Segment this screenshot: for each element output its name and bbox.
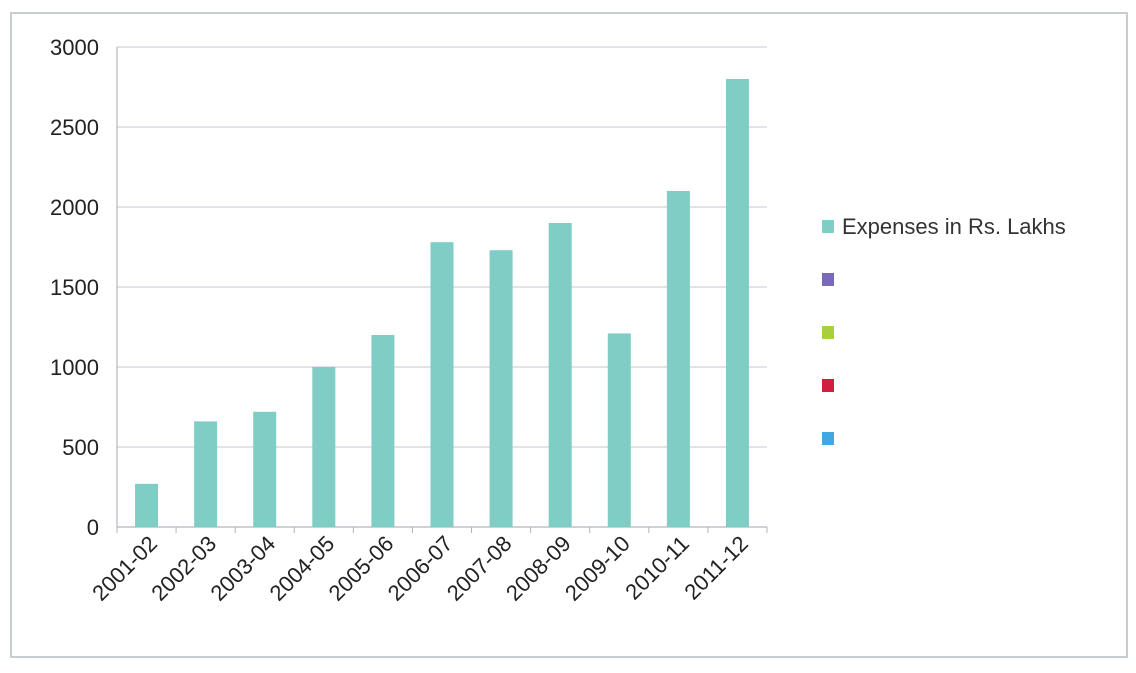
bar bbox=[725, 79, 749, 527]
bar bbox=[194, 421, 218, 527]
x-tick-label: 2009-10 bbox=[560, 531, 635, 606]
legend-swatch bbox=[822, 220, 834, 233]
legend-swatch bbox=[822, 432, 834, 445]
bar bbox=[312, 367, 336, 527]
x-tick-label: 2004-05 bbox=[265, 531, 340, 606]
legend-swatch bbox=[822, 326, 834, 339]
y-tick-label: 2500 bbox=[50, 115, 99, 140]
legend-label: Expenses in Rs. Lakhs bbox=[842, 214, 1066, 239]
bar bbox=[253, 411, 277, 527]
x-tick-label: 2011-12 bbox=[679, 531, 753, 605]
y-axis-ticks: 0 500 1000 1500 2000 2500 3000 bbox=[50, 35, 99, 540]
bar bbox=[371, 335, 395, 527]
bars bbox=[135, 79, 749, 527]
y-tick-label: 3000 bbox=[50, 35, 99, 60]
bar bbox=[666, 191, 690, 527]
legend-swatch bbox=[822, 379, 834, 392]
y-tick-label: 500 bbox=[62, 435, 99, 460]
bar bbox=[135, 483, 159, 527]
y-tick-label: 1000 bbox=[50, 355, 99, 380]
x-tick-label: 2006-07 bbox=[383, 531, 458, 606]
x-tick-label: 2007-08 bbox=[442, 531, 517, 606]
y-tick-label: 1500 bbox=[50, 275, 99, 300]
x-tick-label: 2005-06 bbox=[324, 531, 399, 606]
chart-frame: 0 500 1000 1500 2000 2500 3000 2001-02 2002-03 2… bbox=[10, 12, 1128, 658]
x-tick-label: 2003-04 bbox=[205, 531, 280, 606]
bar bbox=[430, 242, 454, 527]
x-axis-ticks: 2001-022002-032003-042004-052005-062006-… bbox=[87, 527, 768, 606]
x-tick-label: 2002-03 bbox=[146, 531, 221, 606]
y-tick-label: 0 bbox=[87, 515, 99, 540]
legend-swatch bbox=[822, 273, 834, 286]
x-tick-label: 2001-02 bbox=[87, 531, 162, 606]
bar bbox=[607, 333, 631, 527]
x-tick-label: 2010-11 bbox=[620, 531, 694, 605]
y-tick-label: 2000 bbox=[50, 195, 99, 220]
legend: Expenses in Rs. Lakhs bbox=[822, 214, 1066, 445]
x-tick-label: 2008-09 bbox=[501, 531, 576, 606]
bar bbox=[548, 223, 572, 527]
bar bbox=[489, 250, 513, 527]
